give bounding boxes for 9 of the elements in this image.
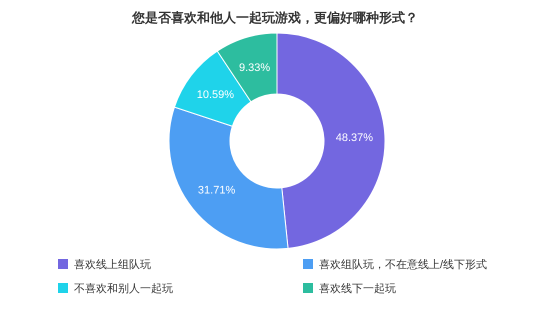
data-label: 10.59% — [196, 88, 234, 101]
legend-label: 喜欢线上组队玩 — [74, 258, 151, 271]
legend-label: 喜欢线下一起玩 — [319, 282, 396, 295]
data-label: 48.37% — [336, 132, 374, 144]
data-label: 31.71% — [198, 184, 236, 197]
legend-label: 不喜欢和别人一起玩 — [74, 282, 173, 295]
chart-title: 您是否喜欢和他人一起玩游戏，更偏好哪种形式？ — [131, 10, 418, 25]
legend-label: 喜欢组队玩，不在意线上/线下形式 — [319, 258, 488, 271]
data-label: 9.33% — [239, 62, 270, 74]
